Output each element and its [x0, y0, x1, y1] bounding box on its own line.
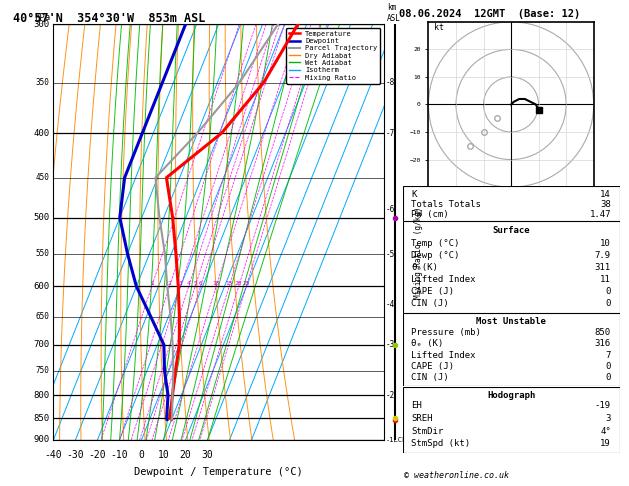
Text: 400: 400	[33, 129, 50, 138]
Text: -7: -7	[386, 129, 394, 138]
Text: -10: -10	[111, 450, 128, 460]
Text: 0: 0	[606, 287, 611, 296]
Text: -1LCL: -1LCL	[386, 437, 406, 443]
Text: 0: 0	[606, 373, 611, 382]
Text: 10: 10	[158, 450, 169, 460]
Text: 25: 25	[242, 281, 250, 286]
Text: 900: 900	[33, 435, 50, 444]
Text: EH: EH	[411, 401, 422, 410]
Text: -4: -4	[386, 300, 394, 310]
Text: Totals Totals: Totals Totals	[411, 200, 481, 209]
Text: 450: 450	[36, 173, 50, 182]
Text: 4°: 4°	[600, 427, 611, 435]
Text: 20: 20	[235, 281, 242, 286]
Text: -40: -40	[45, 450, 62, 460]
Text: 15: 15	[225, 281, 233, 286]
Text: 0: 0	[606, 362, 611, 371]
Legend: Temperature, Dewpoint, Parcel Trajectory, Dry Adiabat, Wet Adiabat, Isotherm, Mi: Temperature, Dewpoint, Parcel Trajectory…	[286, 28, 380, 84]
Text: hPa: hPa	[34, 13, 50, 22]
Text: StmSpd (kt): StmSpd (kt)	[411, 439, 470, 449]
Text: 311: 311	[595, 263, 611, 272]
Text: Surface: Surface	[493, 226, 530, 235]
FancyBboxPatch shape	[403, 221, 620, 313]
FancyBboxPatch shape	[403, 313, 620, 386]
Text: -8: -8	[386, 78, 394, 87]
Text: 7: 7	[606, 350, 611, 360]
Text: 316: 316	[595, 339, 611, 348]
Text: Most Unstable: Most Unstable	[476, 317, 546, 326]
Text: CIN (J): CIN (J)	[411, 299, 449, 308]
Text: 08.06.2024  12GMT  (Base: 12): 08.06.2024 12GMT (Base: 12)	[399, 9, 581, 19]
Text: 2: 2	[168, 281, 172, 286]
Text: SREH: SREH	[411, 414, 433, 423]
Text: CAPE (J): CAPE (J)	[411, 362, 454, 371]
Text: 800: 800	[33, 391, 50, 400]
Text: Temp (°C): Temp (°C)	[411, 239, 460, 248]
Text: 38: 38	[600, 200, 611, 209]
Text: 0: 0	[606, 299, 611, 308]
FancyBboxPatch shape	[403, 387, 620, 453]
Text: kt: kt	[434, 23, 444, 32]
Text: 4: 4	[187, 281, 191, 286]
Text: 7.9: 7.9	[595, 251, 611, 260]
Text: Lifted Index: Lifted Index	[411, 350, 476, 360]
Text: 40°57'N  354°30'W  853m ASL: 40°57'N 354°30'W 853m ASL	[13, 12, 205, 25]
Text: -30: -30	[67, 450, 84, 460]
Text: 1: 1	[150, 281, 153, 286]
Text: 6: 6	[199, 281, 203, 286]
Text: 14: 14	[600, 190, 611, 199]
Text: 11: 11	[600, 275, 611, 284]
Text: -2: -2	[386, 391, 394, 400]
Text: 850: 850	[595, 328, 611, 337]
Text: PW (cm): PW (cm)	[411, 210, 449, 219]
Text: 850: 850	[33, 414, 50, 423]
Text: -20: -20	[89, 450, 106, 460]
Text: 650: 650	[36, 312, 50, 321]
Text: K: K	[411, 190, 416, 199]
Text: Lifted Index: Lifted Index	[411, 275, 476, 284]
FancyBboxPatch shape	[403, 186, 620, 221]
Text: 3: 3	[179, 281, 182, 286]
Text: θₑ(K): θₑ(K)	[411, 263, 438, 272]
Text: 19: 19	[600, 439, 611, 449]
Text: 30: 30	[202, 450, 213, 460]
Text: km
ASL: km ASL	[387, 3, 401, 23]
Text: 10: 10	[600, 239, 611, 248]
Text: -19: -19	[595, 401, 611, 410]
Text: 700: 700	[33, 340, 50, 349]
Text: -6: -6	[386, 206, 394, 214]
Text: -3: -3	[386, 340, 394, 349]
Text: 500: 500	[33, 213, 50, 222]
Text: 300: 300	[33, 20, 50, 29]
Text: StmDir: StmDir	[411, 427, 443, 435]
Text: 0: 0	[138, 450, 145, 460]
Text: 600: 600	[33, 282, 50, 291]
Text: CAPE (J): CAPE (J)	[411, 287, 454, 296]
Text: 10: 10	[213, 281, 220, 286]
Text: 20: 20	[180, 450, 191, 460]
Text: 750: 750	[36, 366, 50, 375]
Text: Mixing Ratio  (g/kg): Mixing Ratio (g/kg)	[414, 207, 423, 299]
Text: Dewp (°C): Dewp (°C)	[411, 251, 460, 260]
Text: 1.47: 1.47	[589, 210, 611, 219]
Text: 5: 5	[193, 281, 197, 286]
Text: CIN (J): CIN (J)	[411, 373, 449, 382]
Text: 350: 350	[36, 78, 50, 87]
Text: Dewpoint / Temperature (°C): Dewpoint / Temperature (°C)	[134, 467, 303, 477]
Text: θₑ (K): θₑ (K)	[411, 339, 443, 348]
Text: -5: -5	[386, 250, 394, 260]
Text: Hodograph: Hodograph	[487, 391, 535, 399]
Text: Pressure (mb): Pressure (mb)	[411, 328, 481, 337]
Text: © weatheronline.co.uk: © weatheronline.co.uk	[404, 471, 509, 480]
Text: 550: 550	[36, 249, 50, 258]
Text: 3: 3	[606, 414, 611, 423]
